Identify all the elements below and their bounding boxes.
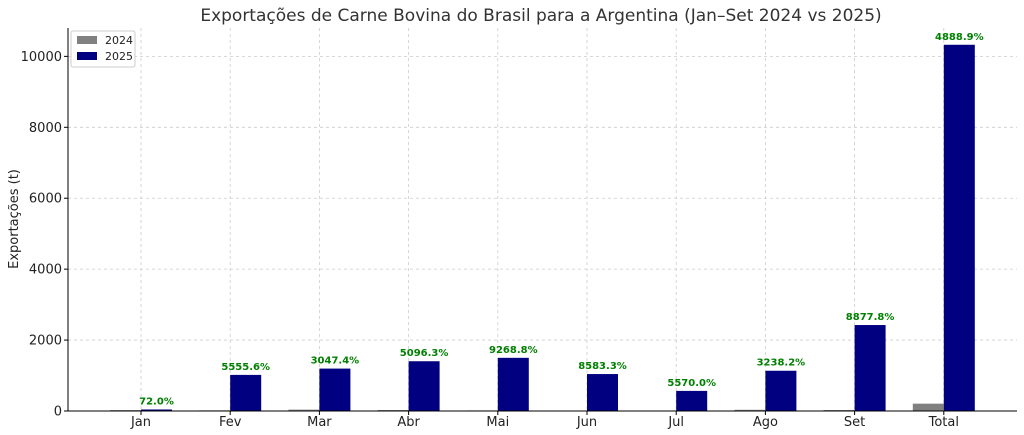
- y-tick-label: 8000: [29, 121, 62, 136]
- bar-2025-mar: [319, 368, 351, 411]
- legend-swatch-2024: [77, 36, 97, 44]
- bar-2025-total: [943, 44, 975, 411]
- x-tick-label: Set: [844, 415, 865, 430]
- bar-2024-total: [912, 403, 944, 411]
- bar-2025-jun: [587, 374, 618, 411]
- x-tick-label: Jan: [130, 415, 151, 430]
- data-label-total: 4888.9%: [935, 32, 984, 43]
- data-label-fev: 5555.6%: [221, 362, 270, 373]
- ticks: 0 2000 4000 6000 8000 10000 Jan Fev Mar Abr Mai Jun…: [21, 50, 959, 430]
- bar-2025-ago: [765, 370, 797, 411]
- data-label-jan: 72.0%: [139, 396, 174, 407]
- bar-2024-ago: [734, 409, 766, 411]
- bar-2025-fev: [230, 374, 262, 411]
- x-tick-label: Jun: [576, 415, 597, 430]
- x-tick-label: Ago: [753, 415, 778, 430]
- bars: [110, 44, 975, 411]
- data-label-set: 8877.8%: [846, 312, 895, 323]
- y-tick-label: 4000: [29, 263, 62, 278]
- x-tick-label: Mai: [486, 415, 509, 430]
- bar-2025-abr: [408, 361, 440, 411]
- x-tick-label: Fev: [219, 415, 242, 430]
- y-tick-label: 10000: [21, 50, 62, 65]
- bar-2025-mai: [497, 357, 529, 411]
- y-tick-label: 6000: [29, 192, 62, 207]
- axes: [67, 28, 1017, 412]
- chart-title: Exportações de Carne Bovina do Brasil pa…: [200, 6, 881, 26]
- legend: 2024 2025: [70, 30, 136, 68]
- bar-2025-jul: [676, 390, 708, 411]
- x-tick-label: Total: [928, 415, 959, 430]
- y-tick-label: 2000: [29, 334, 62, 349]
- legend-swatch-2025: [77, 52, 97, 60]
- bar-2025-jan: [141, 409, 172, 411]
- data-labels: 72.0% 5555.6% 3047.4% 5096.3% 9268.8% 8583.3%…: [139, 32, 983, 408]
- x-tick-label: Abr: [397, 415, 420, 430]
- data-label-jun: 8583.3%: [578, 361, 627, 372]
- bar-2025-set: [854, 325, 886, 411]
- data-label-abr: 5096.3%: [400, 348, 449, 359]
- data-label-mar: 3047.4%: [311, 356, 360, 367]
- y-axis-label: Exportações (t): [7, 169, 22, 269]
- legend-label-2025: 2025: [105, 50, 133, 63]
- bar-2024-mar: [288, 409, 320, 411]
- legend-label-2024: 2024: [105, 34, 133, 47]
- data-label-ago: 3238.2%: [757, 358, 806, 369]
- x-tick-label: Mar: [307, 415, 332, 430]
- grid: [68, 28, 1017, 412]
- y-tick-label: 0: [54, 405, 62, 420]
- data-label-mai: 9268.8%: [489, 345, 538, 356]
- x-tick-label: Jul: [667, 415, 684, 430]
- data-label-jul: 5570.0%: [667, 378, 716, 389]
